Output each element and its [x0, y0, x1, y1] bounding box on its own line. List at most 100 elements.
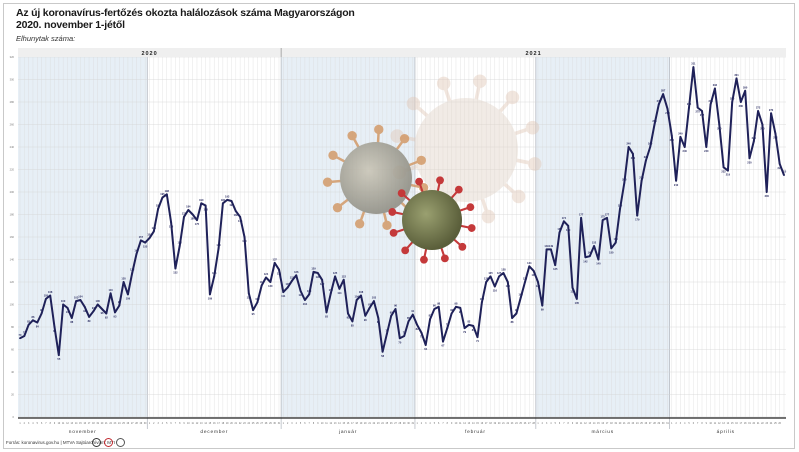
- virus-spike-tip: [399, 134, 410, 144]
- x-tick-label: 12: [584, 423, 587, 425]
- x-tick-label: 5: [688, 423, 690, 425]
- data-label: 75: [420, 335, 423, 339]
- data-point: [692, 66, 695, 69]
- x-tick-label: 21: [502, 423, 505, 425]
- x-tick-label: 9: [706, 423, 708, 425]
- data-point: [256, 301, 259, 304]
- data-point: [757, 110, 760, 112]
- data-point: [83, 305, 86, 308]
- data-label: 159: [147, 233, 152, 237]
- x-tick-label: 14: [593, 423, 596, 425]
- data-label: 250: [670, 138, 675, 142]
- data-label: 105: [575, 301, 580, 305]
- y-tick-label: 300: [10, 78, 15, 82]
- x-tick-label: 8: [447, 423, 449, 425]
- data-label: 143: [588, 251, 593, 255]
- month-label-1: december: [200, 429, 228, 435]
- data-point: [161, 196, 164, 199]
- data-point: [411, 313, 414, 316]
- virus-spike: [441, 82, 453, 107]
- data-point: [230, 200, 233, 202]
- x-tick-label: 17: [740, 423, 743, 425]
- x-tick-label: 5: [434, 423, 436, 425]
- x-tick-label: 12: [66, 423, 69, 425]
- x-tick-label: 19: [748, 423, 751, 425]
- x-tick-label: 26: [524, 423, 527, 425]
- data-label: 240: [683, 149, 688, 153]
- y-tick-label: 100: [10, 303, 15, 307]
- data-label: 102: [480, 297, 485, 301]
- data-label: 55: [57, 357, 60, 361]
- data-label: 100: [61, 299, 66, 303]
- x-tick-label: 24: [515, 423, 518, 425]
- data-point: [66, 306, 69, 309]
- data-label: 108: [359, 290, 364, 294]
- x-tick-label: 18: [92, 423, 95, 425]
- data-point: [688, 106, 690, 109]
- x-tick-label: 2: [153, 423, 155, 425]
- x-tick-label: 9: [183, 423, 185, 425]
- y-tick-label: 200: [10, 190, 15, 194]
- x-tick-label: 20: [498, 423, 501, 425]
- data-point: [679, 135, 682, 138]
- data-point: [152, 230, 155, 233]
- x-tick-label: 9: [451, 423, 453, 425]
- data-label: 185: [618, 203, 623, 207]
- data-label: 106: [519, 292, 524, 296]
- data-label: 177: [579, 212, 584, 216]
- data-point: [774, 132, 777, 135]
- data-label: 184: [186, 205, 191, 209]
- x-tick-label: 6: [559, 423, 561, 425]
- data-point: [239, 215, 242, 218]
- virus-spike-tip: [374, 124, 384, 135]
- data-label: 97: [66, 310, 69, 314]
- data-point: [394, 308, 397, 310]
- x-tick-label: 7: [45, 423, 47, 425]
- data-label: 105: [44, 293, 49, 297]
- data-point: [27, 323, 30, 326]
- data-label: 175: [601, 215, 606, 219]
- data-point: [735, 77, 738, 80]
- month-label-5: április: [717, 429, 735, 435]
- data-point: [554, 264, 557, 267]
- data-point: [403, 335, 406, 337]
- x-tick-label: 8: [701, 423, 703, 425]
- data-point: [580, 216, 583, 219]
- data-point: [407, 320, 410, 323]
- x-tick-label: 29: [269, 423, 272, 425]
- data-point: [558, 231, 561, 234]
- x-tick-label: 24: [381, 423, 384, 425]
- x-tick-label: 20: [753, 423, 756, 425]
- x-tick-label: 3: [157, 423, 159, 425]
- data-point: [44, 297, 47, 300]
- data-label: 99: [541, 308, 544, 312]
- x-tick-label: 25: [519, 423, 522, 425]
- data-point: [360, 294, 362, 297]
- data-point: [701, 110, 703, 112]
- virus-spike: [509, 125, 534, 137]
- x-tick-label: 19: [96, 423, 99, 425]
- data-point: [657, 103, 660, 106]
- x-tick-label: 17: [88, 423, 91, 425]
- data-label: 195: [160, 192, 165, 196]
- x-tick-label: 26: [127, 423, 130, 425]
- data-label: 164: [557, 227, 562, 231]
- data-point: [273, 261, 276, 264]
- data-point: [614, 241, 617, 244]
- data-point: [562, 220, 565, 223]
- data-label: 104: [78, 295, 83, 299]
- x-tick-label: 14: [338, 423, 341, 425]
- data-point: [718, 123, 721, 126]
- data-label: 100: [96, 299, 101, 303]
- data-point: [88, 315, 90, 318]
- data-label: 88: [511, 320, 514, 324]
- data-label: 92: [347, 316, 350, 320]
- x-tick-label: 22: [239, 423, 242, 425]
- data-point: [731, 101, 734, 103]
- data-label: 109: [126, 296, 131, 300]
- data-point: [364, 314, 367, 317]
- data-label: 240: [626, 142, 631, 146]
- x-tick-label: 12: [718, 423, 721, 425]
- x-tick-label: 27: [649, 423, 652, 425]
- data-point: [278, 268, 280, 271]
